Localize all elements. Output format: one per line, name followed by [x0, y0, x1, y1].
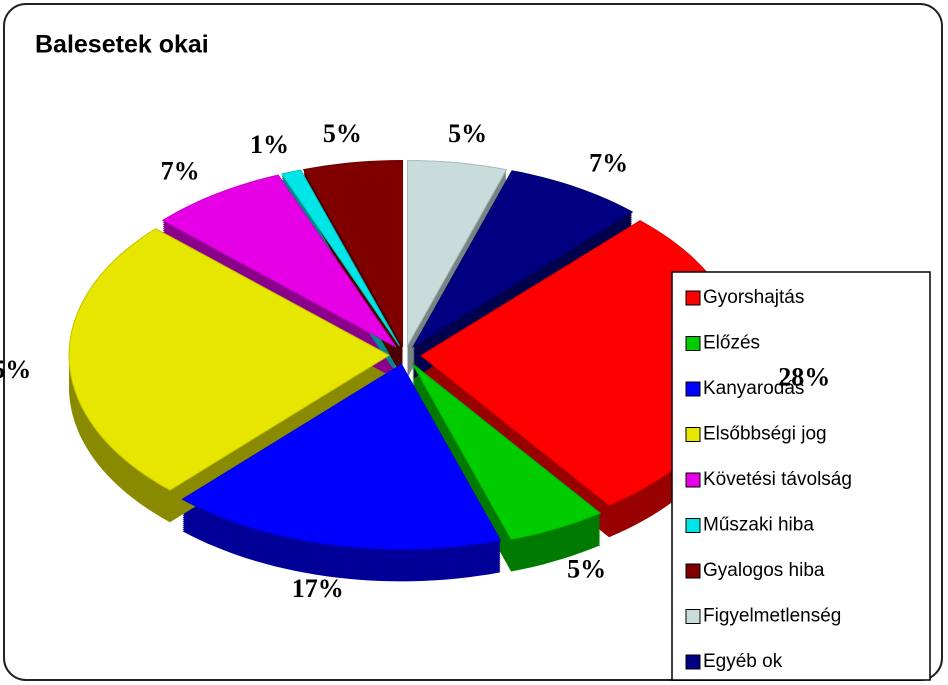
legend-swatch — [685, 381, 701, 397]
data-label: 5% — [448, 119, 487, 148]
data-label: 7% — [589, 149, 628, 178]
legend-label: Előzés — [703, 333, 760, 354]
legend-label: Egyéb ok — [703, 651, 783, 672]
data-label: 25% — [0, 355, 31, 384]
legend-swatch — [685, 427, 701, 442]
slice — [161, 174, 397, 348]
legend — [671, 271, 931, 681]
slice — [411, 170, 634, 349]
data-label: 5% — [323, 119, 362, 148]
slice — [181, 363, 502, 550]
slice — [411, 363, 602, 541]
data-label: 28% — [778, 363, 830, 392]
legend-swatch — [685, 518, 701, 533]
chart-title: Balesetek okai — [35, 31, 209, 59]
slice — [406, 159, 508, 348]
slice — [68, 228, 391, 491]
legend-swatch — [685, 563, 701, 579]
legend-label: Figyelmetlenség — [703, 606, 841, 627]
data-label: 5% — [567, 554, 606, 583]
legend-label: Kanyarodás — [703, 378, 804, 399]
slice — [280, 169, 401, 347]
data-label: 1% — [250, 130, 289, 159]
data-label: 17% — [292, 574, 344, 603]
legend-label: Gyalogos hiba — [703, 560, 825, 581]
legend-swatch — [685, 472, 701, 488]
legend-label: Gyorshajtás — [703, 287, 804, 308]
slice — [302, 159, 404, 348]
legend-swatch — [685, 654, 701, 670]
legend-swatch — [685, 609, 701, 624]
legend-label: Elsőbbségi jog — [703, 424, 827, 445]
legend-swatch — [685, 336, 701, 351]
data-label: 7% — [161, 156, 200, 185]
legend-swatch — [685, 290, 701, 306]
pie — [68, 159, 742, 582]
legend-label: Követési távolság — [703, 469, 852, 490]
legend-label: Műszaki hiba — [703, 515, 814, 536]
